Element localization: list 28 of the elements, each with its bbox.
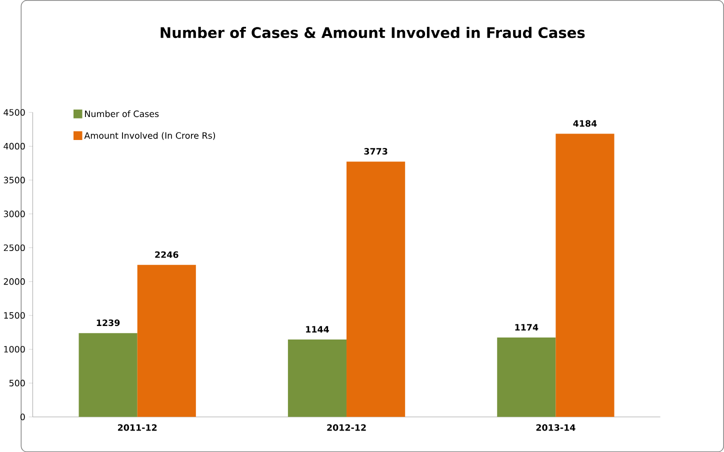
x-tick-label: 2012-12 xyxy=(327,424,366,431)
y-tick-label: 4500 xyxy=(4,109,25,116)
legend-label: Number of Cases xyxy=(85,110,159,118)
bar xyxy=(288,339,347,417)
data-label: 1174 xyxy=(515,324,538,330)
bar xyxy=(137,264,196,417)
y-tick-label: 2000 xyxy=(4,278,25,285)
y-tick-label: 3000 xyxy=(4,210,25,218)
y-tick-label: 2500 xyxy=(4,244,25,251)
bar xyxy=(346,162,406,417)
bar xyxy=(497,337,556,417)
y-tick-label: 4000 xyxy=(4,142,25,150)
data-label: 1144 xyxy=(306,326,329,332)
bar xyxy=(78,332,138,417)
x-tick-label: 2013-14 xyxy=(536,424,576,431)
legend-label: Amount Involved (In Crore Rs) xyxy=(84,132,216,140)
x-tick-label: 2011-12 xyxy=(118,424,157,431)
data-label: 2246 xyxy=(155,251,178,258)
data-label: 1239 xyxy=(96,319,120,326)
y-tick-label: 1000 xyxy=(4,346,25,352)
bar xyxy=(556,134,614,417)
data-label: 3773 xyxy=(364,148,388,154)
chart-title: Number of Cases & Amount Involved in Fraud Cases xyxy=(160,26,585,38)
y-tick-label: 1500 xyxy=(4,312,25,319)
y-tick-label: 500 xyxy=(9,380,25,386)
y-tick-label: 0 xyxy=(20,414,25,420)
y-tick-label: 3500 xyxy=(4,176,25,184)
data-label: 4184 xyxy=(573,120,597,127)
